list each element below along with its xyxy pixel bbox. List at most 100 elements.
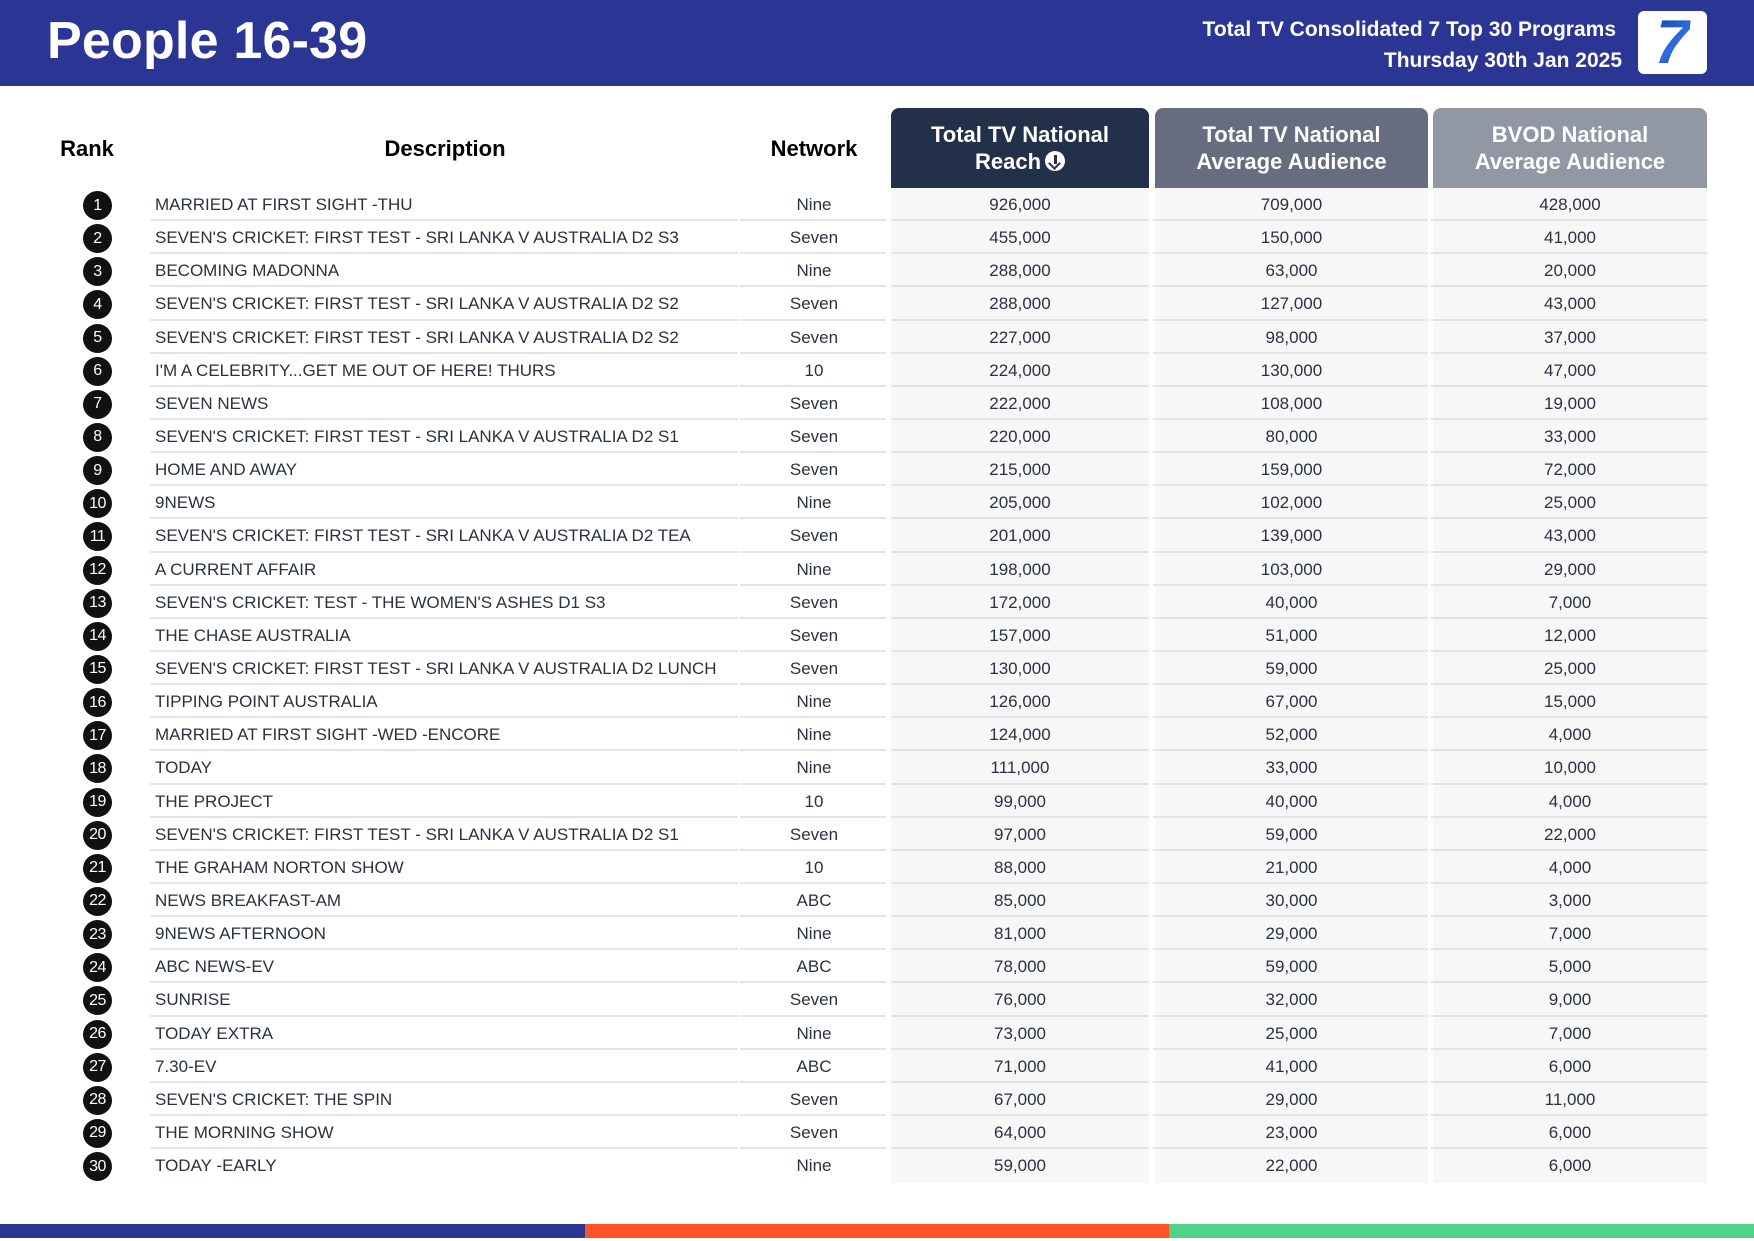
average-audience-value: 22,000 bbox=[1265, 1156, 1318, 1176]
avg-column-background bbox=[1155, 188, 1428, 1183]
row-divider bbox=[150, 881, 738, 884]
row-divider bbox=[891, 1047, 1149, 1050]
average-audience-value: 103,000 bbox=[1260, 559, 1323, 579]
row-divider bbox=[1153, 285, 1428, 288]
table-row[interactable]: 29 THE MORNING SHOW Seven 64,000 23,000 6,000 bbox=[0, 1116, 1754, 1150]
table-row[interactable]: 1 MARRIED AT FIRST SIGHT -THU Nine 926,000 7… bbox=[0, 188, 1754, 222]
row-divider bbox=[891, 616, 1149, 619]
average-audience-value: 30,000 bbox=[1265, 890, 1318, 910]
average-audience-value: 29,000 bbox=[1265, 1089, 1318, 1109]
program-description: I'M A CELEBRITY...GET ME OUT OF HERE! TH… bbox=[155, 360, 556, 380]
row-divider bbox=[1431, 649, 1707, 652]
table-row[interactable]: 30 TODAY -EARLY Nine 59,000 22,000 6,000 bbox=[0, 1149, 1754, 1182]
row-divider bbox=[1431, 318, 1707, 321]
footer-stripe-blue bbox=[0, 1224, 585, 1238]
table-row[interactable]: 27 7.30-EV ABC 71,000 41,000 6,000 bbox=[0, 1050, 1754, 1083]
row-divider bbox=[891, 1080, 1149, 1083]
column-header-description: Description bbox=[384, 136, 506, 161]
column-header-reach[interactable]: Total TV National Reach bbox=[891, 108, 1149, 188]
program-network: Nine bbox=[796, 1156, 832, 1176]
program-network: Seven bbox=[789, 327, 839, 347]
rank-badge: 29 bbox=[83, 1118, 112, 1148]
table-row[interactable]: 24 ABC NEWS-EV ABC 78,000 59,000 5,000 bbox=[0, 950, 1754, 984]
program-network: Seven bbox=[789, 990, 839, 1010]
reach-value: 224,000 bbox=[989, 360, 1051, 380]
program-description: THE GRAHAM NORTON SHOW bbox=[155, 857, 404, 877]
table-row[interactable]: 3 BECOMING MADONNA Nine 288,000 63,000 20,000 bbox=[0, 254, 1754, 288]
row-divider bbox=[891, 550, 1149, 553]
reach-value: 76,000 bbox=[994, 990, 1046, 1010]
average-audience-value: 21,000 bbox=[1265, 857, 1318, 877]
program-network: 10 bbox=[804, 857, 824, 877]
table-row[interactable]: 18 TODAY Nine 111,000 33,000 10,000 bbox=[0, 751, 1754, 785]
table-row[interactable]: 23 9NEWS AFTERNOON Nine 81,000 29,000 7,000 bbox=[0, 917, 1754, 951]
reach-column-background bbox=[891, 188, 1149, 1183]
row-divider bbox=[150, 649, 738, 652]
row-divider bbox=[1153, 1014, 1428, 1017]
row-divider bbox=[740, 1147, 886, 1150]
table-row[interactable]: 16 TIPPING POINT AUSTRALIA Nine 126,000 67,0… bbox=[0, 685, 1754, 719]
reach-value: 288,000 bbox=[989, 261, 1051, 281]
row-divider bbox=[150, 1014, 738, 1017]
row-divider bbox=[150, 683, 738, 686]
table-row[interactable]: 21 THE GRAHAM NORTON SHOW 10 88,000 21,000 4,… bbox=[0, 851, 1754, 884]
table-row[interactable]: 17 MARRIED AT FIRST SIGHT -WED -ENCORE Nin… bbox=[0, 718, 1754, 752]
column-header-bvod[interactable]: BVOD National Average Audience bbox=[1433, 108, 1707, 188]
row-divider bbox=[891, 285, 1149, 288]
program-description: THE PROJECT bbox=[155, 791, 274, 811]
row-divider bbox=[740, 683, 886, 686]
table-row[interactable]: 13 SEVEN'S CRICKET: TEST - THE WOMEN'S AS… bbox=[0, 586, 1754, 619]
reach-value: 81,000 bbox=[994, 924, 1046, 944]
row-divider bbox=[740, 848, 886, 851]
row-divider bbox=[1153, 649, 1428, 652]
bvod-audience-value: 22,000 bbox=[1544, 824, 1596, 844]
column-header-average-audience[interactable]: Total TV National Average Audience bbox=[1155, 108, 1428, 188]
reach-header-line2: Reach bbox=[974, 149, 1042, 174]
row-divider bbox=[891, 848, 1149, 851]
table-row[interactable]: 26 TODAY EXTRA Nine 73,000 25,000 7,000 bbox=[0, 1017, 1754, 1050]
table-row[interactable]: 28 SEVEN'S CRICKET: THE SPIN Seven 67,000 29… bbox=[0, 1083, 1754, 1116]
row-divider bbox=[150, 616, 738, 619]
table-row[interactable]: 11 SEVEN'S CRICKET: FIRST TEST - SRI LANK… bbox=[0, 519, 1754, 553]
table-row[interactable]: 22 NEWS BREAKFAST-AM ABC 85,000 30,000 3,000 bbox=[0, 884, 1754, 918]
program-network: Seven bbox=[789, 824, 839, 844]
table-row[interactable]: 25 SUNRISE Seven 76,000 32,000 9,000 bbox=[0, 983, 1754, 1017]
report-date: Thursday 30th Jan 2025 bbox=[1383, 49, 1622, 72]
program-description: TODAY bbox=[155, 758, 212, 778]
table-row[interactable]: 9 HOME AND AWAY Seven 215,000 159,000 72,000 bbox=[0, 453, 1754, 487]
table-row[interactable]: 4 SEVEN'S CRICKET: FIRST TEST - SRI LANKA… bbox=[0, 287, 1754, 321]
row-divider bbox=[740, 451, 886, 454]
reach-header-line1: Total TV National bbox=[930, 122, 1110, 147]
sort-descending-icon[interactable] bbox=[1045, 151, 1066, 171]
row-divider bbox=[740, 749, 886, 752]
average-audience-value: 52,000 bbox=[1265, 725, 1318, 745]
row-divider bbox=[150, 285, 738, 288]
rank-badge: 5 bbox=[83, 323, 112, 353]
row-divider bbox=[1431, 981, 1707, 984]
table-row[interactable]: 19 THE PROJECT 10 99,000 40,000 4,000 bbox=[0, 785, 1754, 818]
row-divider bbox=[740, 219, 886, 222]
row-divider bbox=[891, 881, 1149, 884]
row-divider bbox=[740, 351, 886, 354]
row-divider bbox=[740, 252, 886, 255]
table-row[interactable]: 2 SEVEN'S CRICKET: FIRST TEST - SRI LANKA… bbox=[0, 221, 1754, 255]
table-row[interactable]: 6 I'M A CELEBRITY...GET ME OUT OF HERE! T… bbox=[0, 354, 1754, 387]
table-row[interactable]: 20 SEVEN'S CRICKET: FIRST TEST - SRI LANK… bbox=[0, 818, 1754, 851]
program-network: Nine bbox=[796, 261, 832, 281]
row-divider bbox=[1431, 550, 1707, 553]
table-row[interactable]: 7 SEVEN NEWS Seven 222,000 108,000 19,000 bbox=[0, 387, 1754, 420]
table-row[interactable]: 12 A CURRENT AFFAIR Nine 198,000 103,000 29,0… bbox=[0, 553, 1754, 586]
table-row[interactable]: 15 SEVEN'S CRICKET: FIRST TEST - SRI LANK… bbox=[0, 652, 1754, 686]
table-row[interactable]: 14 THE CHASE AUSTRALIA Seven 157,000 51,000 1… bbox=[0, 619, 1754, 652]
reach-value: 111,000 bbox=[990, 758, 1050, 778]
table-row[interactable]: 5 SEVEN'S CRICKET: FIRST TEST - SRI LANKA… bbox=[0, 321, 1754, 354]
average-audience-value: 59,000 bbox=[1265, 824, 1318, 844]
rank-badge: 9 bbox=[83, 456, 112, 486]
rank-badge: 30 bbox=[83, 1152, 112, 1182]
reach-value: 205,000 bbox=[989, 493, 1051, 513]
table-row[interactable]: 8 SEVEN'S CRICKET: FIRST TEST - SRI LANKA… bbox=[0, 420, 1754, 454]
table-row[interactable]: 10 9NEWS Nine 205,000 102,000 25,000 bbox=[0, 486, 1754, 520]
program-description: 9NEWS bbox=[155, 493, 216, 513]
bvod-audience-value: 5,000 bbox=[1548, 957, 1592, 977]
row-divider bbox=[891, 583, 1149, 586]
